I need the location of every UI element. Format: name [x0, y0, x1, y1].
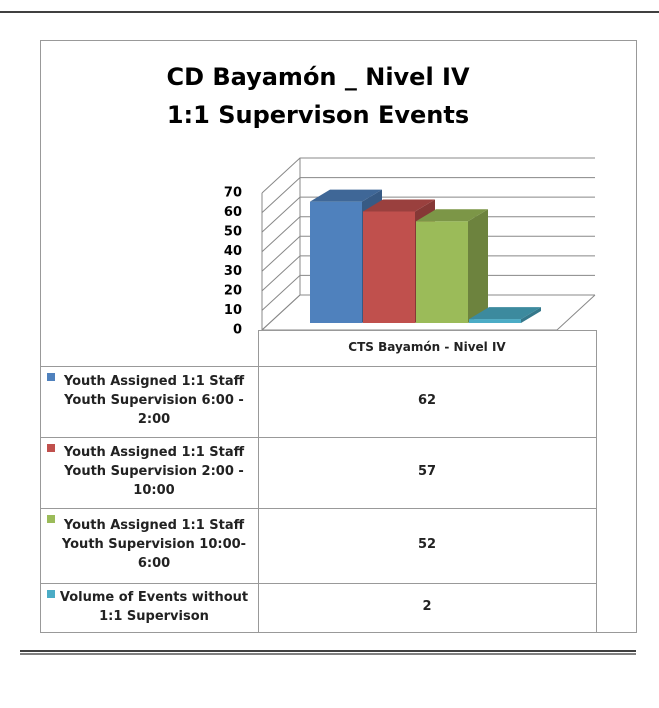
y-tick-label: 70	[224, 186, 242, 201]
y-tick-label: 20	[224, 283, 242, 298]
bar-top	[363, 199, 435, 212]
y-tick-label: 0	[233, 323, 242, 338]
grid-line	[261, 157, 595, 194]
table-cell	[258, 583, 597, 633]
legend-entry: Youth Assigned 1:1 Staff Youth Supervisi…	[61, 518, 247, 571]
grid-line	[261, 216, 595, 253]
legend-entry: Youth Assigned 1:1 Staff Youth Supervisi…	[63, 445, 245, 498]
bar	[416, 221, 468, 323]
y-tick-label: 10	[224, 303, 242, 318]
chart-title: CD Bayamón _ Nivel IV	[166, 63, 470, 91]
bar-side	[468, 209, 488, 323]
grid-line	[261, 196, 595, 233]
bar-side	[521, 307, 541, 323]
bar	[310, 201, 362, 323]
legend-swatch	[47, 444, 55, 452]
y-tick-label: 40	[224, 244, 242, 259]
grid-line	[261, 255, 595, 292]
bar	[469, 319, 521, 323]
grid-line	[261, 294, 595, 331]
data-label: 2	[422, 599, 432, 615]
category-label: CTS Bayamón - Nivel IV	[348, 340, 506, 355]
grid-line	[261, 274, 595, 311]
bar-top	[416, 209, 488, 222]
grid-line	[261, 235, 595, 272]
y-tick-label: 30	[224, 264, 242, 279]
legend-swatch	[47, 590, 55, 598]
bar-top	[310, 189, 382, 202]
data-label: 57	[417, 464, 437, 480]
y-tick-label: 50	[224, 225, 242, 240]
data-label: 62	[417, 393, 437, 409]
legend-swatch	[47, 515, 55, 523]
legend-entry: Volume of Events without 1:1 Supervison	[59, 589, 249, 624]
grid-line	[261, 177, 595, 213]
chart-subtitle: 1:1 Supervison Events	[167, 101, 469, 129]
legend-entry: Youth Assigned 1:1 Staff Youth Supervisi…	[63, 374, 245, 427]
y-tick-label: 60	[224, 205, 242, 220]
data-label: 52	[417, 537, 437, 553]
bar-top	[469, 307, 541, 320]
bar	[363, 211, 415, 323]
legend-swatch	[47, 373, 55, 381]
